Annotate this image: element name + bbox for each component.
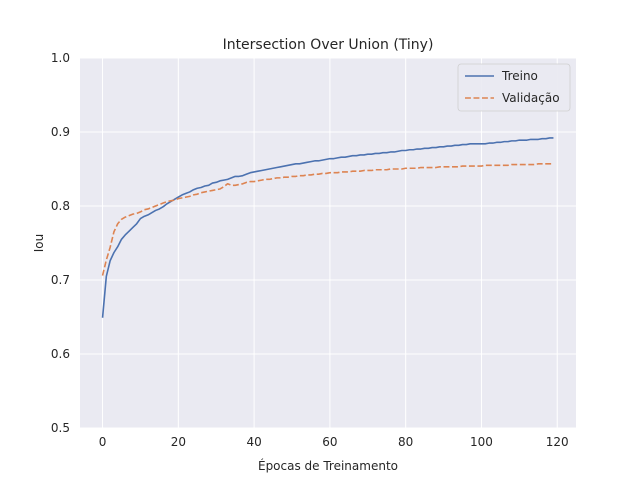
plot-area: [80, 58, 576, 428]
y-tick-label: 1.0: [51, 51, 70, 65]
grid: [80, 57, 576, 429]
x-tick-label: 40: [246, 435, 261, 449]
y-tick-label: 0.8: [51, 199, 70, 213]
y-tick-label: 0.6: [51, 347, 70, 361]
x-tick-label: 20: [171, 435, 186, 449]
y-tick-label: 0.9: [51, 125, 70, 139]
y-tick-label: 0.5: [51, 421, 70, 435]
series-line-treino: [101, 137, 554, 318]
x-tick-label: 80: [398, 435, 413, 449]
y-axis-label: Iou: [32, 234, 46, 253]
y-tick-label: 0.7: [51, 273, 70, 287]
x-tick-label: 120: [546, 435, 569, 449]
x-axis-label: Épocas de Treinamento: [258, 458, 398, 473]
legend: Treino Validação: [457, 63, 571, 112]
legend-label-treino: Treino: [501, 69, 538, 83]
chart-title: Intersection Over Union (Tiny): [223, 37, 434, 53]
x-tick-label: 100: [470, 435, 493, 449]
tick-labels: 0 20 40 60 80 100 120 0.5 0.6 0.7 0.8 0.9 1.0: [51, 51, 569, 449]
x-tick-label: 60: [322, 435, 337, 449]
series-line-validacao: [101, 163, 554, 276]
legend-label-validacao: Validação: [502, 91, 560, 105]
series-layer: [101, 137, 554, 318]
x-tick-label: 0: [99, 435, 107, 449]
